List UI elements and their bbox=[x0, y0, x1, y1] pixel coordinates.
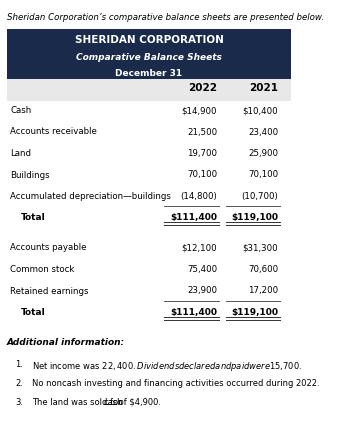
Text: $111,400: $111,400 bbox=[170, 213, 217, 223]
Text: 2021: 2021 bbox=[250, 83, 278, 93]
Text: of $4,900.: of $4,900. bbox=[117, 398, 161, 407]
Text: Net income was $22,400. Dividends declared and paid were $15,700.: Net income was $22,400. Dividends declar… bbox=[32, 360, 303, 373]
Text: 2022: 2022 bbox=[188, 83, 217, 93]
FancyBboxPatch shape bbox=[7, 79, 291, 101]
Text: Additional information:: Additional information: bbox=[7, 338, 125, 347]
Text: 21,500: 21,500 bbox=[187, 127, 217, 137]
Text: 2.: 2. bbox=[15, 379, 23, 388]
Text: Retained earnings: Retained earnings bbox=[10, 287, 89, 295]
Text: cash: cash bbox=[104, 398, 123, 407]
Text: 23,900: 23,900 bbox=[187, 287, 217, 295]
FancyBboxPatch shape bbox=[7, 29, 291, 79]
Text: $14,900: $14,900 bbox=[182, 106, 217, 115]
Text: No noncash investing and financing activities occurred during 2022.: No noncash investing and financing activ… bbox=[32, 379, 320, 388]
Text: Comparative Balance Sheets: Comparative Balance Sheets bbox=[76, 53, 222, 62]
Text: 17,200: 17,200 bbox=[248, 287, 278, 295]
Text: Common stock: Common stock bbox=[10, 265, 75, 274]
Text: SHERIDAN CORPORATION: SHERIDAN CORPORATION bbox=[75, 35, 223, 45]
Text: 70,100: 70,100 bbox=[248, 171, 278, 179]
Text: (10,700): (10,700) bbox=[241, 192, 278, 201]
Text: 19,700: 19,700 bbox=[187, 149, 217, 158]
Text: December 31: December 31 bbox=[116, 69, 183, 78]
Text: 75,400: 75,400 bbox=[187, 265, 217, 274]
Text: 3.: 3. bbox=[15, 398, 23, 407]
Text: 70,100: 70,100 bbox=[187, 171, 217, 179]
Text: 23,400: 23,400 bbox=[248, 127, 278, 137]
Text: Accounts receivable: Accounts receivable bbox=[10, 127, 97, 137]
Text: $31,300: $31,300 bbox=[243, 243, 278, 253]
Text: $111,400: $111,400 bbox=[170, 308, 217, 317]
Text: $119,100: $119,100 bbox=[231, 213, 278, 223]
Text: Accounts payable: Accounts payable bbox=[10, 243, 87, 253]
Text: (14,800): (14,800) bbox=[180, 192, 217, 201]
Text: Land: Land bbox=[10, 149, 31, 158]
Text: $10,400: $10,400 bbox=[243, 106, 278, 115]
Text: Cash: Cash bbox=[10, 106, 32, 115]
Text: 25,900: 25,900 bbox=[248, 149, 278, 158]
Text: Sheridan Corporation’s comparative balance sheets are presented below.: Sheridan Corporation’s comparative balan… bbox=[7, 13, 324, 22]
Text: Total: Total bbox=[20, 213, 45, 223]
Text: 1.: 1. bbox=[15, 360, 23, 369]
Text: The land was sold for: The land was sold for bbox=[32, 398, 125, 407]
Text: Accumulated depreciation—buildings: Accumulated depreciation—buildings bbox=[10, 192, 171, 201]
Text: $119,100: $119,100 bbox=[231, 308, 278, 317]
Text: Buildings: Buildings bbox=[10, 171, 50, 179]
Text: $12,100: $12,100 bbox=[181, 243, 217, 253]
Text: 70,600: 70,600 bbox=[248, 265, 278, 274]
Text: Total: Total bbox=[20, 308, 45, 317]
